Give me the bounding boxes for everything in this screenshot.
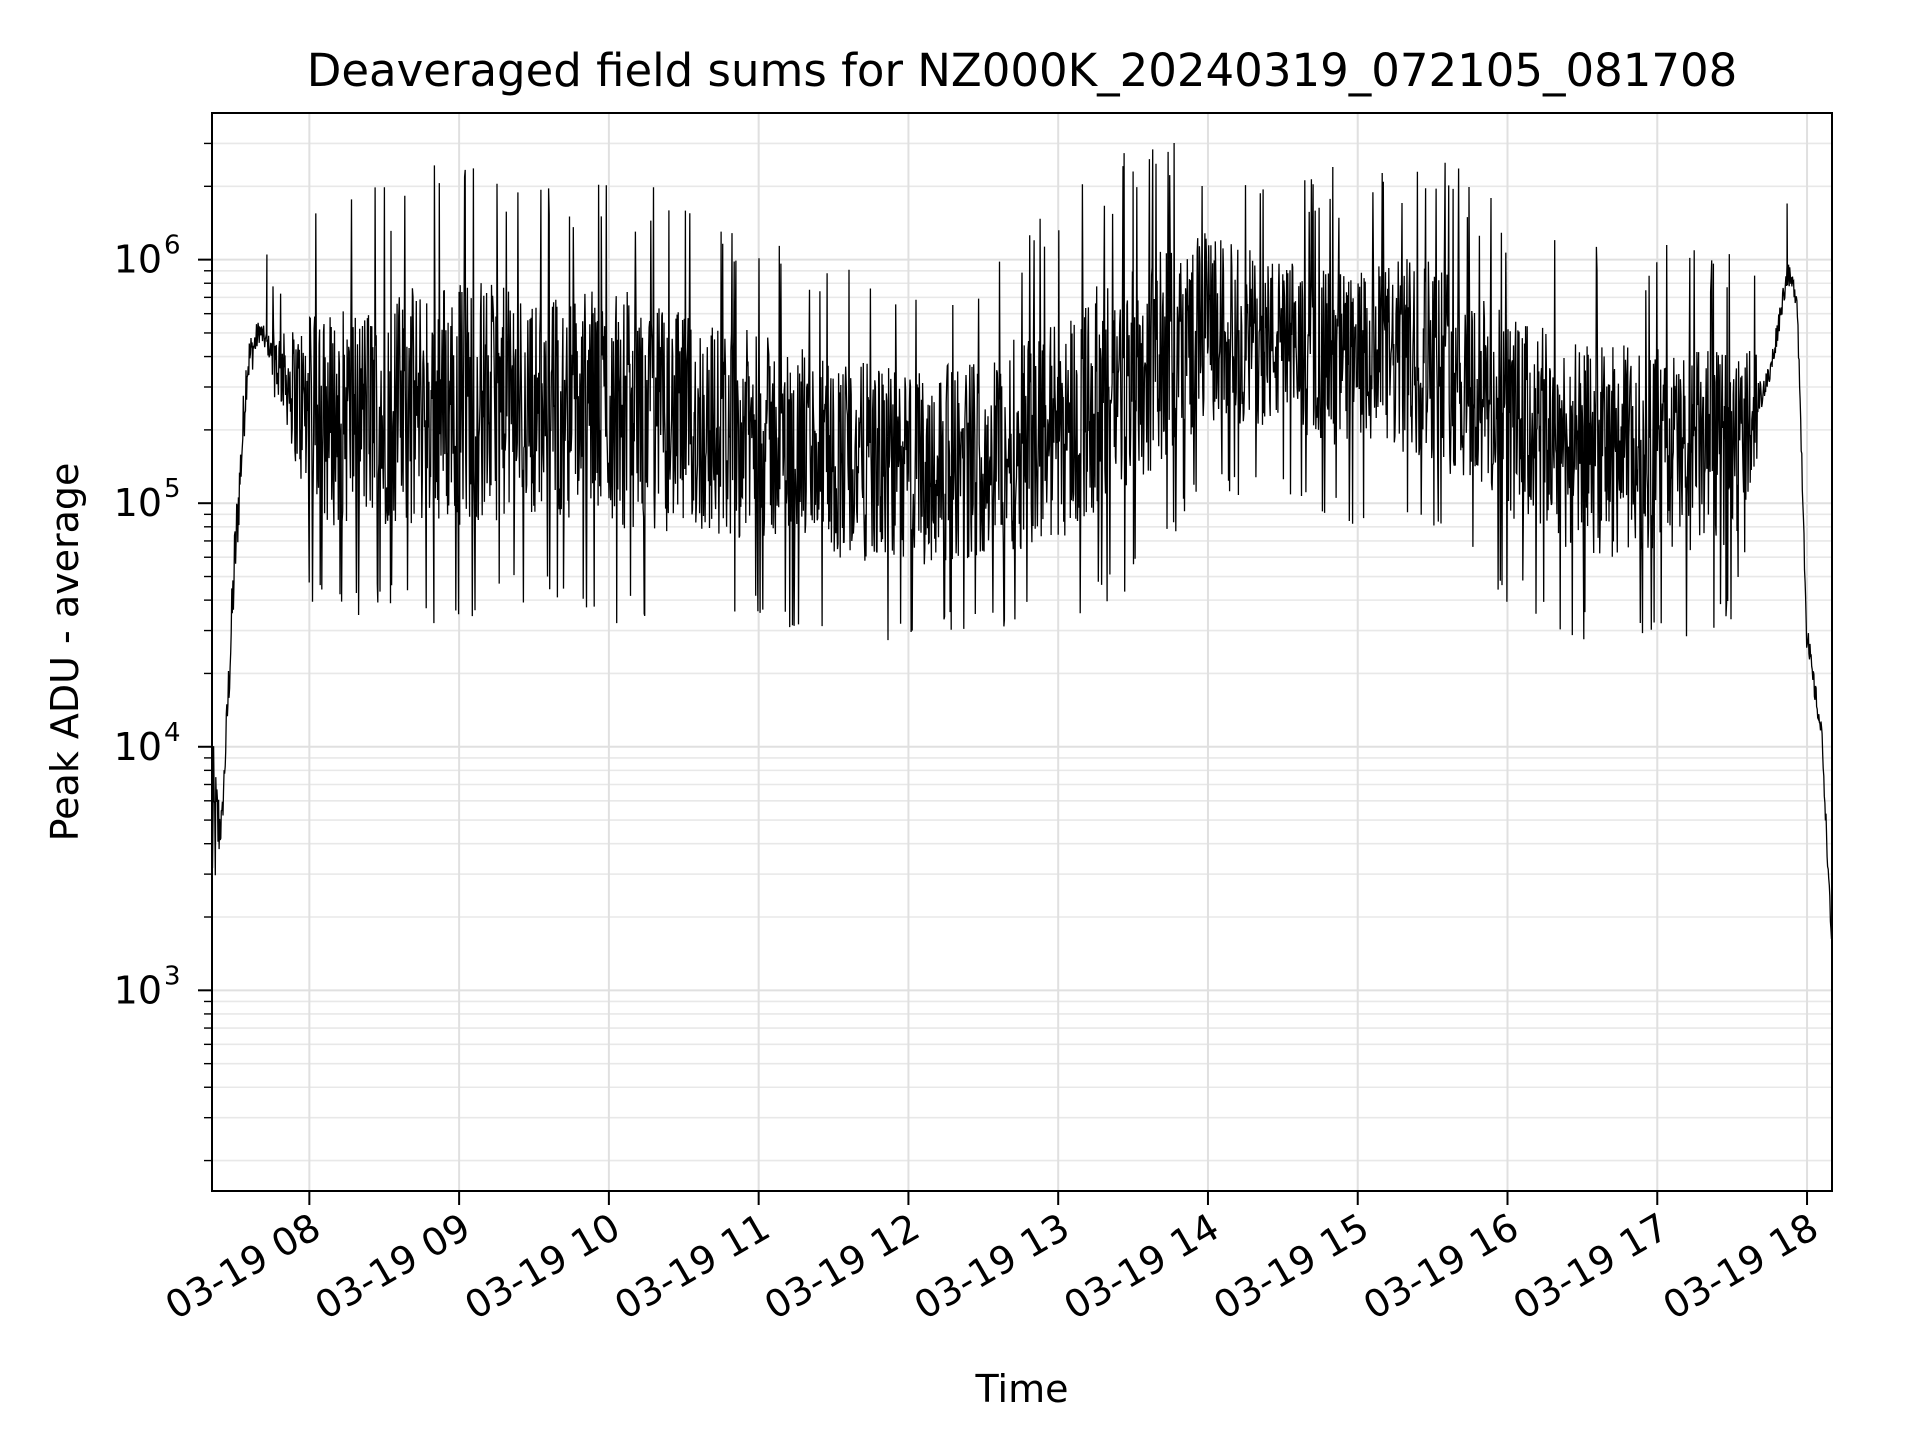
- y-tick-exponent: 4: [164, 718, 181, 748]
- series-line: [212, 142, 1832, 940]
- y-tick-label: 10: [114, 481, 162, 525]
- plot-frame: [211, 112, 1833, 1192]
- y-tick-exponent: 6: [164, 231, 181, 261]
- x-axis-label: Time: [975, 1367, 1069, 1411]
- y-tick-label: 10: [114, 968, 162, 1012]
- y-tick-exponent: 5: [164, 474, 181, 504]
- y-axis-label: Peak ADU - average: [43, 463, 87, 842]
- chart-title: Deaveraged field sums for NZ000K_2024031…: [307, 44, 1738, 97]
- y-tick-exponent: 3: [164, 961, 181, 991]
- y-tick-label: 10: [114, 238, 162, 282]
- grid: [212, 113, 1832, 1191]
- data-layer: [212, 142, 1832, 940]
- y-tick-label: 10: [114, 725, 162, 769]
